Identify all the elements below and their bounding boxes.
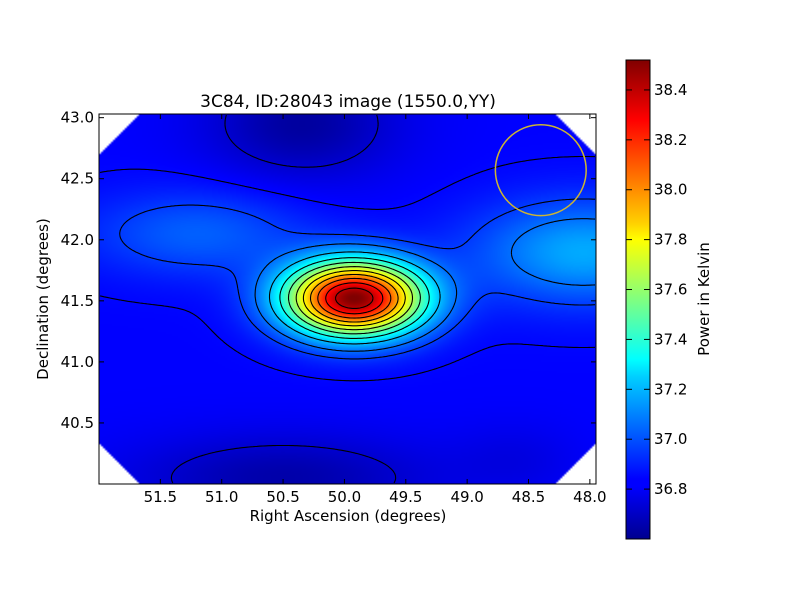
x-tick-label-4: 49.5: [389, 488, 422, 506]
y-tick-label-5: 43.0: [61, 109, 94, 127]
y-tick-label-3: 42.0: [61, 231, 94, 249]
y-tick-label-4: 42.5: [61, 170, 94, 188]
contour-level-1: [99, 155, 596, 382]
colorbar-tick-label-2: 37.2: [654, 380, 687, 398]
colorbar-tick-label-6: 38.0: [654, 181, 687, 199]
colorbar-ticks: 36.8 37.0 37.2 37.4 37.6 37.8 38.0 38.2 38.4: [626, 81, 687, 498]
contour-level-7: [295, 266, 414, 331]
colorbar-label: Power in Kelvin: [695, 242, 713, 356]
colorbar-tick-label-8: 38.4: [654, 81, 687, 99]
contour-level-2: [119, 198, 596, 360]
contour-level-9: [309, 273, 399, 323]
contour-level-0: [170, 114, 397, 484]
contour-level-4: [268, 251, 441, 345]
x-tick-label-3: 50.0: [328, 488, 361, 506]
contour-lines: [99, 114, 596, 484]
colorbar: 36.8 37.0 37.2 37.4 37.6 37.8 38.0 38.2 38.4 Pow…: [625, 59, 713, 540]
contour-level-10: [317, 277, 392, 319]
contour-level-12: [334, 287, 374, 309]
x-tick-label-7: 48.0: [573, 488, 606, 506]
colorbar-gradient: [625, 59, 651, 540]
y-tick-label-1: 41.0: [61, 353, 94, 371]
y-tick-label-2: 41.5: [61, 292, 94, 310]
contour-level-8: [302, 270, 406, 327]
x-tick-label-1: 51.0: [205, 488, 238, 506]
colorbar-tick-label-3: 37.4: [654, 330, 687, 348]
plot-frame: [98, 113, 597, 485]
contour-level-3: [254, 218, 596, 352]
contour-level-6: [287, 261, 421, 335]
colorbar-tick-label-7: 38.2: [654, 131, 687, 149]
plot-area: [99, 114, 596, 484]
x-axis-label: Right Ascension (degrees): [250, 507, 447, 525]
x-tick-label-6: 48.5: [512, 488, 545, 506]
y-tick-label-0: 40.5: [61, 414, 94, 432]
y-axis-label: Declination (degrees): [34, 218, 52, 380]
x-tick-label-5: 49.0: [450, 488, 483, 506]
colorbar-tick-label-1: 37.0: [654, 430, 687, 448]
colorbar-tick-label-5: 37.8: [654, 231, 687, 249]
beam-circle: [494, 124, 587, 217]
chart-title: 3C84, ID:28043 image (1550.0,YY): [200, 92, 496, 112]
x-tick-label-0: 51.5: [144, 488, 177, 506]
heatmap-image: [99, 114, 596, 484]
x-tick-label-2: 50.5: [266, 488, 299, 506]
y-axis: 40.5 41.0 41.5 42.0 42.5 43.0: [61, 109, 596, 432]
contour-level-11: [325, 282, 384, 315]
contour-level-5: [279, 257, 430, 339]
x-axis: 51.5 51.0 50.5 50.0 49.5 49.0 48.5 48.0: [144, 114, 607, 506]
colorbar-tick-label-4: 37.6: [654, 281, 687, 299]
colorbar-tick-label-0: 36.8: [654, 480, 687, 498]
